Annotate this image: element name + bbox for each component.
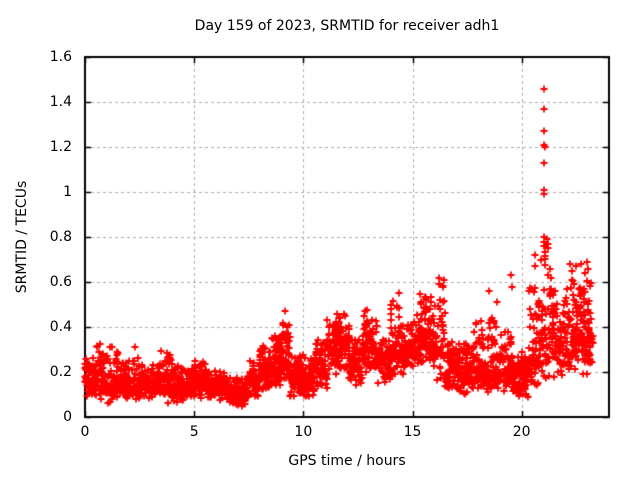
y-tick-label: 1 (63, 184, 72, 200)
x-axis-label: GPS time / hours (288, 453, 406, 469)
y-tick-label: 1.6 (49, 49, 72, 65)
x-tick-label: 10 (294, 424, 313, 440)
chart-title: Day 159 of 2023, SRMTID for receiver adh… (194, 18, 500, 34)
y-tick-label: 0 (63, 409, 72, 425)
x-tick-label: 0 (80, 424, 90, 440)
x-tick-label: 5 (189, 424, 199, 440)
x-tick-label: 20 (512, 424, 531, 440)
y-tick-label: 1.2 (49, 139, 72, 155)
y-tick-label: 0.8 (49, 229, 72, 245)
y-tick-label: 0.6 (49, 274, 72, 290)
y-tick-label: 1.4 (49, 94, 72, 110)
x-tick-label: 15 (403, 424, 422, 440)
y-tick-label: 0.4 (49, 319, 72, 335)
y-tick-label: 0.2 (49, 364, 72, 380)
